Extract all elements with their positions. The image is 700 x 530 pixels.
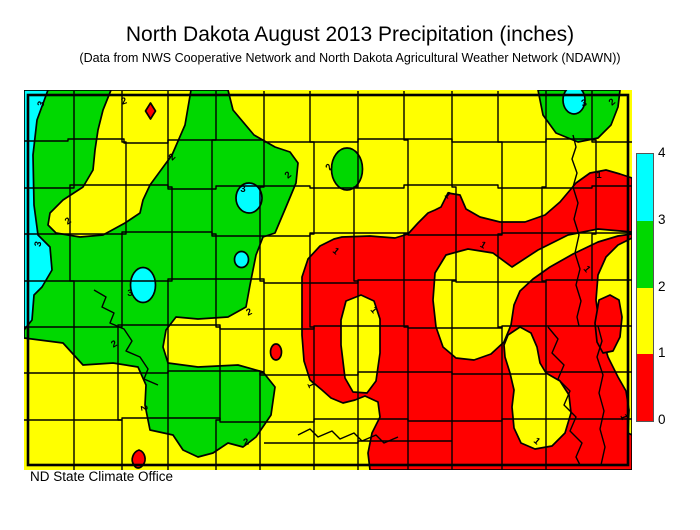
cyan-pocket-west	[129, 266, 157, 304]
green-oval-central	[330, 147, 364, 191]
contour-label-3: 3	[127, 288, 132, 299]
colorbar-segment-0-1	[637, 354, 653, 421]
contour-label-1: 1	[442, 189, 454, 201]
red-spot-north	[144, 102, 157, 120]
contour-value-labels: 3 2 2 2 3 3 2 2 3 2 2 2 2 3 2 1 1 1 1 1 1 1 1 1	[33, 95, 630, 448]
colorbar-segment-3-4	[637, 154, 653, 221]
county-boundaries	[24, 91, 632, 470]
contour-label-3: 3	[240, 184, 245, 195]
map-subtitle: (Data from NWS Cooperative Network and N…	[79, 51, 621, 65]
precipitation-colorbar	[636, 153, 654, 422]
state-border	[26, 93, 630, 467]
credit-text: ND State Climate Office	[30, 469, 174, 484]
yellow-inlet-east	[432, 228, 632, 361]
colorbar-tick-3: 3	[658, 211, 666, 227]
river-boundary-east	[596, 325, 606, 466]
contour-label-3: 3	[580, 97, 588, 109]
contour-label-2: 2	[244, 306, 253, 318]
river-boundary-southwest	[93, 289, 159, 386]
contour-label-1: 1	[304, 380, 317, 390]
contour-label-3: 3	[33, 241, 45, 248]
contour-label-2: 2	[323, 162, 335, 173]
contour-label-2: 2	[607, 96, 618, 108]
contour-label-1: 1	[478, 239, 489, 252]
colorbar-segment-2-3	[637, 220, 653, 288]
yellow-tongue-central	[340, 294, 381, 394]
contour-label-1: 1	[581, 264, 593, 276]
river-boundary-southeast	[547, 326, 583, 466]
river-boundary-northeast	[571, 134, 582, 327]
contour-label-2: 2	[242, 436, 250, 448]
contour-label-2: 2	[167, 152, 179, 164]
cyan-pocket-central-small	[233, 250, 250, 269]
contour-label-3: 3	[35, 100, 47, 109]
contour-label-2: 2	[283, 169, 294, 181]
contour-label-1: 1	[368, 305, 380, 317]
contour-label-2: 2	[63, 215, 74, 227]
cyan-strip-west-edge	[24, 90, 53, 331]
cyan-pocket-central	[235, 182, 263, 214]
contour-label-1: 1	[596, 170, 602, 181]
colorbar-tick-1: 1	[658, 345, 666, 361]
precipitation-contour-map: 3 2 2 2 3 3 2 2 3 2 2 2 2 3 2 1 1 1 1 1 1 1 1 1	[24, 90, 632, 470]
colorbar-segment-1-2	[637, 287, 653, 355]
map-title: North Dakota August 2013 Precipitation (…	[125, 23, 575, 46]
red-spot-central	[269, 343, 283, 361]
colorbar-tick-2: 2	[658, 278, 666, 294]
colorbar-tick-0: 0	[658, 412, 666, 428]
river-boundary-south	[297, 428, 399, 444]
red-spot-south	[131, 449, 146, 469]
colorbar-tick-4: 4	[658, 145, 666, 161]
contour-label-2: 2	[109, 338, 119, 350]
contour-label-1: 1	[617, 413, 629, 422]
contour-label-2: 2	[120, 95, 129, 107]
contour-label-1: 1	[330, 245, 342, 257]
contour-label-1: 1	[531, 435, 543, 447]
contour-label-2: 2	[138, 405, 150, 412]
